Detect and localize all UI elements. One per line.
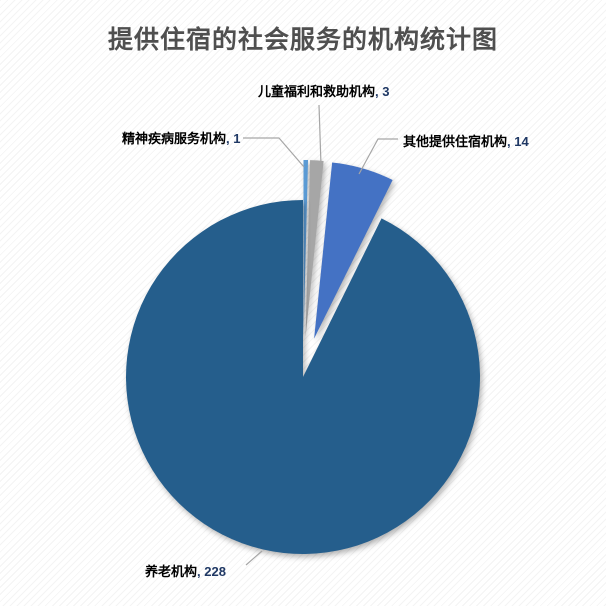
pie-slice-3 [125, 200, 480, 554]
leader-line-mental-illness [243, 137, 305, 168]
data-label-child-welfare: 儿童福利和救助机构, 3 [258, 81, 389, 100]
pie-slice-0 [303, 160, 309, 337]
data-label-separator: , [197, 564, 205, 579]
data-label-value: 1 [233, 131, 241, 146]
leader-lines [243, 104, 398, 566]
pie-slice-2 [314, 162, 393, 339]
data-label-value: 228 [204, 564, 226, 579]
data-label-category: 养老机构 [145, 564, 198, 579]
data-label-separator: , [375, 84, 383, 99]
data-label-elder-care: 养老机构, 228 [145, 561, 226, 580]
data-label-category: 其他提供住宿机构 [403, 134, 508, 149]
pie-slices [125, 160, 480, 554]
chart-title: 提供住宿的社会服务的机构统计图 [107, 27, 498, 54]
data-label-separator: , [507, 134, 515, 149]
data-label-mental-illness: 精神疾病服务机构, 1 [122, 128, 240, 147]
pie-slice-1 [305, 160, 324, 338]
data-label-value: 14 [514, 134, 529, 149]
leader-line-other-lodging [358, 138, 398, 175]
leader-line-elder-care [245, 550, 263, 566]
data-label-separator: , [226, 131, 234, 146]
data-label-category: 精神疾病服务机构 [122, 131, 227, 146]
data-label-value: 3 [382, 84, 390, 99]
leader-line-child-welfare [318, 104, 322, 166]
data-label-other-lodging: 其他提供住宿机构, 14 [403, 131, 529, 150]
data-label-category: 儿童福利和救助机构 [258, 84, 376, 99]
